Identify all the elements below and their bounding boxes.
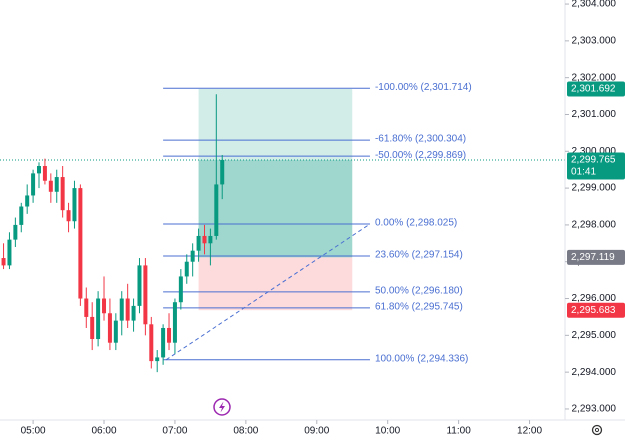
candle-body (119, 298, 124, 321)
y-tick-label: 2,300.000 (572, 146, 617, 157)
candle-body (178, 276, 183, 303)
price-badge (567, 152, 625, 180)
price-badge-label: 2,295.683 (571, 305, 616, 316)
candle-body (202, 235, 207, 244)
fib-level-label: -100.00% (2,301.714) (375, 82, 472, 93)
candle-body (190, 250, 195, 262)
candle-body (220, 159, 225, 185)
candle-body (172, 302, 177, 343)
candle-body (13, 224, 18, 240)
fib-level-label: 100.00% (2,294.336) (375, 353, 468, 364)
candle-body (48, 180, 53, 192)
price-badge-label: 01:41 (571, 167, 596, 178)
loss-zone (198, 257, 353, 311)
fib-level-label: 61.80% (2,295.745) (375, 302, 463, 313)
x-tick-label: 12:00 (517, 426, 542, 437)
settings-icon[interactable] (591, 424, 603, 436)
candle-body (31, 173, 36, 196)
price-badge (567, 249, 625, 265)
candle-body (60, 177, 65, 211)
price-badge (567, 81, 625, 97)
candle-body (214, 184, 219, 236)
fib-level-label: 50.00% (2,296.180) (375, 286, 463, 297)
candle-body (125, 298, 130, 321)
y-tick-label: 2,293.000 (572, 404, 617, 415)
candle-body (196, 235, 201, 251)
x-tick-label: 10:00 (375, 426, 400, 437)
candle-body (90, 316, 95, 340)
candle-body (96, 298, 101, 340)
y-tick-label: 2,299.000 (572, 183, 617, 194)
candle-body (113, 320, 118, 343)
x-tick-label: 06:00 (92, 426, 117, 437)
plot-area: -100.00% (2,301.714) -61.80% (2,300.304) -… (0, 82, 565, 373)
price-badge-label: 2,299.765 (571, 155, 616, 166)
candle-body (37, 166, 42, 174)
price-badge-label: 2,297.119 (571, 252, 615, 263)
candle-body (107, 313, 112, 343)
candle-body (155, 357, 160, 362)
candle-body (131, 305, 136, 321)
x-tick-label: 08:00 (233, 426, 258, 437)
candle-body (149, 324, 154, 362)
x-tick-label: 09:00 (304, 426, 329, 437)
candle-body (78, 188, 83, 299)
price-badge-label: 2,301.692 (571, 84, 616, 95)
candle-body (167, 327, 172, 343)
candle-body (1, 258, 6, 266)
candle-body (72, 188, 77, 222)
candle-body (208, 235, 213, 244)
candle-body (19, 206, 24, 225)
fib-trend-line (165, 223, 371, 361)
candle-body (7, 239, 12, 266)
y-tick-label: 2,304.000 (572, 0, 617, 10)
fib-level-label: -50.00% (2,299.869) (375, 150, 466, 161)
candle-body (161, 327, 166, 358)
y-tick-label: 2,295.000 (572, 330, 617, 341)
fib-level-label: -61.80% (2,300.304) (375, 134, 466, 145)
candle-body (102, 298, 107, 314)
y-tick-label: 2,301.000 (572, 109, 617, 120)
axes: 2,293.0002,294.0002,295.0002,296.0002,29… (0, 0, 625, 437)
candle-body (66, 210, 71, 222)
candle-body (25, 195, 30, 207)
y-tick-label: 2,298.000 (572, 220, 617, 231)
x-tick-label: 05:00 (21, 426, 46, 437)
candle-body (54, 177, 59, 192)
lightning-icon[interactable] (213, 398, 231, 416)
price-badge (567, 302, 625, 318)
x-tick-label: 11:00 (446, 426, 471, 437)
x-tick-label: 07:00 (162, 426, 187, 437)
candle-body (42, 166, 47, 181)
fib-level-label: 23.60% (2,297.154) (375, 250, 463, 261)
y-tick-label: 2,294.000 (572, 367, 617, 378)
candle-body (84, 298, 89, 317)
y-tick-label: 2,303.000 (572, 35, 617, 46)
candle-body (184, 261, 189, 277)
candle-body (143, 265, 148, 325)
candle-body (137, 265, 142, 306)
y-tick-label: 2,296.000 (572, 293, 617, 304)
y-tick-label: 2,302.000 (572, 72, 617, 83)
fib-level-label: 0.00% (2,298.025) (375, 218, 457, 229)
